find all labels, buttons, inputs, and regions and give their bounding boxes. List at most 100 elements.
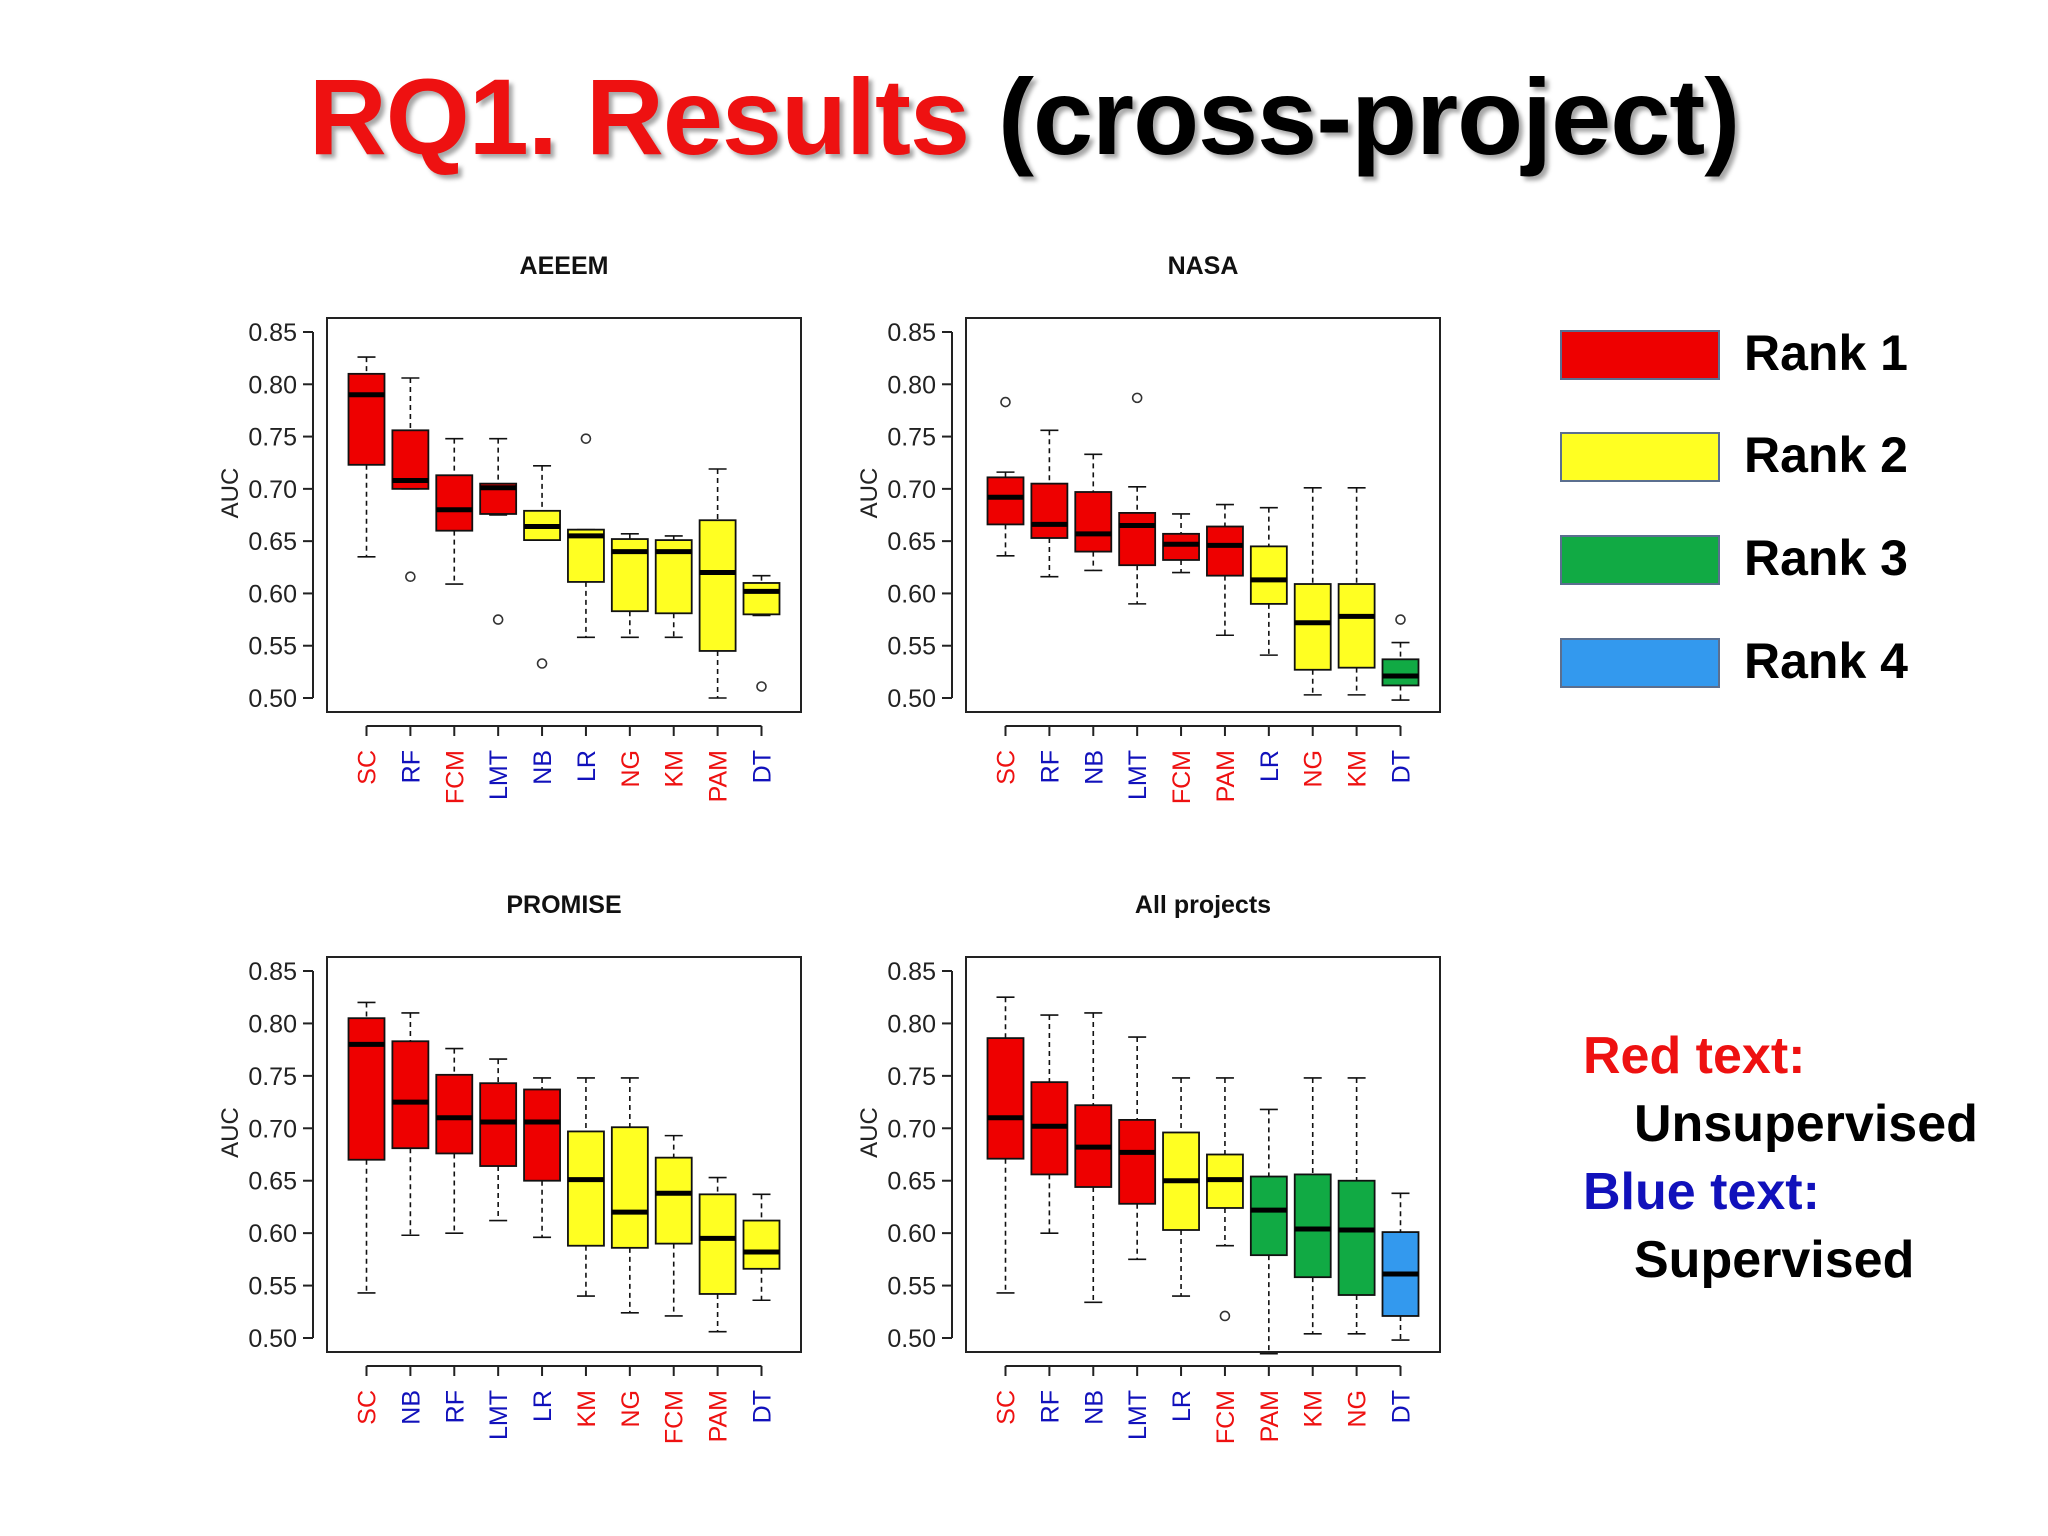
plot-frame: [326, 317, 802, 713]
x-tick-label: NB: [529, 750, 557, 785]
legend-label-rank-1: Rank 1: [1744, 325, 1908, 381]
x-tick-label: PAM: [705, 1390, 733, 1442]
x-tick-label: RF: [441, 1390, 469, 1423]
x-tick-label: DT: [749, 750, 777, 783]
chart-title: PROMISE: [506, 891, 621, 919]
legend-swatch-rank-1: [1560, 330, 1720, 380]
x-tick-label: NG: [1300, 750, 1328, 788]
y-tick-label: 0.75: [887, 424, 936, 452]
x-tick-label: NG: [617, 750, 645, 788]
box-body: [1162, 532, 1200, 561]
x-tick-label: FCM: [661, 1390, 689, 1444]
box-body: [698, 1193, 737, 1295]
x-tick-label: RF: [1036, 1390, 1064, 1423]
box-dt: DT: [1381, 614, 1420, 783]
x-tick-label: NG: [617, 1390, 645, 1428]
box-dt: DT: [1381, 1192, 1420, 1423]
x-tick-label: NB: [397, 1390, 425, 1425]
x-tick-label: LR: [573, 750, 601, 782]
slide-title-red: RQ1. Results: [308, 56, 970, 177]
red-text-description: Unsupervised: [1634, 1095, 1978, 1153]
box-body: [1337, 583, 1376, 669]
box-body: [986, 1037, 1025, 1160]
x-tick-label: FCM: [1168, 750, 1196, 804]
plot-frame: [326, 956, 802, 1353]
x-tick-label: LMT: [1124, 750, 1152, 800]
x-tick-label: LMT: [1124, 1390, 1152, 1440]
x-tick-label: DT: [1388, 1390, 1416, 1423]
y-tick-label: 0.80: [887, 371, 936, 399]
y-tick-label: 0.75: [248, 424, 297, 452]
box-fcm: FCM: [1206, 1077, 1244, 1444]
box-ng: NG: [1293, 487, 1332, 788]
box-sc: SC: [347, 1001, 386, 1425]
box-body: [435, 1073, 474, 1155]
legend-item-rank-3: Rank 3: [1560, 530, 2040, 591]
box-body: [1074, 491, 1113, 553]
y-tick-label: 0.55: [887, 1273, 936, 1301]
box-lr: LR: [523, 1077, 561, 1422]
slide-title: RQ1. Results (cross-project): [0, 52, 2048, 182]
y-tick-label: 0.70: [248, 1115, 297, 1143]
y-tick-label: 0.65: [887, 528, 936, 556]
box-lmt: LMT: [1118, 392, 1157, 800]
y-tick-label: 0.55: [887, 633, 936, 661]
y-tick-label: 0.60: [248, 580, 297, 608]
legend-label-rank-3: Rank 3: [1744, 530, 1908, 586]
x-tick-label: FCM: [1212, 1390, 1240, 1444]
box-body: [347, 1017, 386, 1161]
box-nb: NB: [1074, 1012, 1113, 1425]
box-body: [742, 1219, 781, 1270]
chart-promise: PROMISE 0.50 0.55 0.60 0.65 0.70 0.75 0.80 0.85 A…: [217, 891, 802, 1444]
x-tick-label: RF: [397, 750, 425, 783]
legend-item-rank-2: Rank 2: [1560, 427, 2040, 488]
plot-frame: [965, 956, 1441, 1353]
outlier-point: [492, 614, 504, 625]
y-axis-label: AUC: [856, 1107, 883, 1158]
box-body: [1337, 1179, 1376, 1296]
outlier-point: [580, 433, 592, 444]
legend-label-rank-2: Rank 2: [1744, 427, 1908, 483]
y-tick-label: 0.85: [248, 319, 297, 347]
box-body: [1249, 1175, 1288, 1257]
box-km: KM: [567, 1077, 605, 1428]
y-axis-label: AUC: [217, 1107, 244, 1158]
legend-item-rank-4: Rank 4: [1560, 633, 2040, 694]
y-tick-label: 0.60: [887, 1220, 936, 1248]
chart-title: All projects: [1135, 891, 1271, 919]
box-ng: NG: [1337, 1077, 1376, 1428]
y-tick-label: 0.80: [248, 371, 297, 399]
box-pam: PAM: [698, 468, 737, 802]
box-body: [1293, 1173, 1332, 1279]
y-tick-label: 0.65: [887, 1168, 936, 1196]
box-km: KM: [654, 535, 693, 788]
box-body: [986, 476, 1025, 526]
x-tick-label: LR: [529, 1390, 557, 1422]
box-body: [1381, 658, 1420, 687]
legend-swatch-rank-3: [1560, 535, 1720, 585]
x-tick-label: KM: [1344, 750, 1372, 788]
box-fcm: FCM: [1162, 513, 1200, 804]
y-tick-label: 0.85: [248, 958, 297, 986]
box-ng: NG: [610, 533, 649, 788]
y-tick-label: 0.65: [248, 528, 297, 556]
y-tick-label: 0.50: [887, 1325, 936, 1353]
box-body: [523, 1088, 561, 1182]
x-tick-label: LR: [1168, 1390, 1196, 1422]
box-rf: RF: [391, 377, 430, 783]
box-body: [1249, 545, 1288, 605]
x-tick-label: DT: [749, 1390, 777, 1423]
y-tick-label: 0.80: [887, 1010, 936, 1038]
x-tick-label: PAM: [1212, 750, 1240, 802]
outlier-point: [756, 681, 767, 692]
box-body: [698, 519, 737, 652]
box-pam: PAM: [1249, 1108, 1288, 1442]
chart-title: NASA: [1168, 252, 1239, 280]
y-tick-label: 0.75: [887, 1063, 936, 1091]
chart-title: AEEEM: [520, 252, 609, 280]
chart-all-projects: All projects 0.50 0.55 0.60 0.65 0.70 0.75 0.80…: [856, 891, 1441, 1444]
outlier-point: [536, 658, 548, 669]
box-body: [567, 1130, 605, 1247]
slide-title-black: (cross-project): [998, 56, 1740, 177]
box-km: KM: [1337, 487, 1376, 788]
